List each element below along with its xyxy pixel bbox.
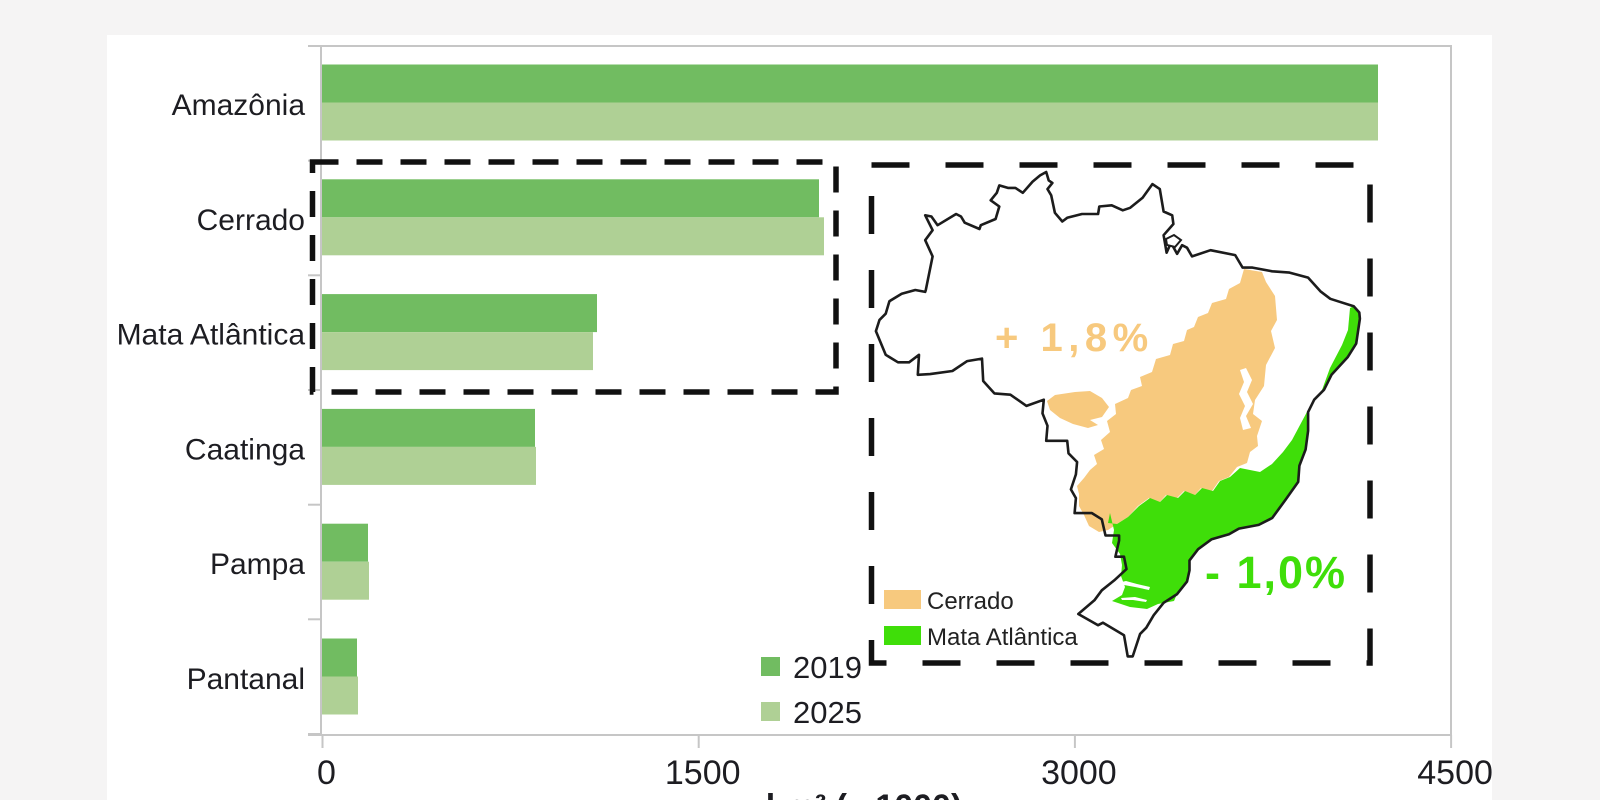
svg-text:Mata Atlântica: Mata Atlântica [927, 624, 1078, 651]
svg-text:Amazônia: Amazônia [172, 89, 306, 122]
svg-text:Mata Atlântica: Mata Atlântica [117, 319, 306, 352]
svg-text:- 1,0%: - 1,0% [1205, 547, 1347, 598]
svg-text:2025: 2025 [793, 695, 862, 730]
svg-text:0: 0 [317, 754, 336, 792]
svg-text:Cerrado: Cerrado [927, 588, 1014, 615]
svg-text:km² (x 1000): km² (x 1000) [766, 788, 963, 800]
svg-text:4500: 4500 [1417, 754, 1493, 792]
svg-text:3000: 3000 [1041, 754, 1117, 792]
svg-text:+ 1,8%: + 1,8% [995, 316, 1154, 360]
svg-text:Caatinga: Caatinga [185, 433, 305, 466]
svg-text:Pampa: Pampa [210, 548, 305, 581]
svg-text:1500: 1500 [665, 754, 741, 792]
svg-text:2019: 2019 [793, 650, 862, 685]
svg-text:Pantanal: Pantanal [187, 663, 305, 696]
svg-text:Cerrado: Cerrado [197, 204, 305, 237]
